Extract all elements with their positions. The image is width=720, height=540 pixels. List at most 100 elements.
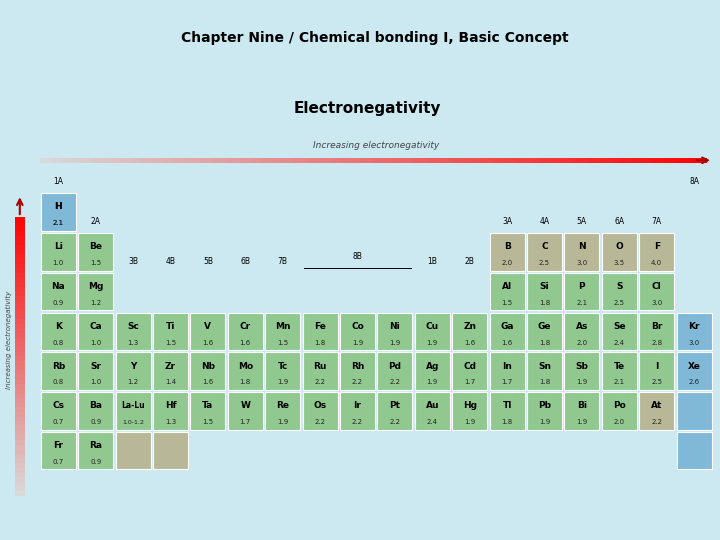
- Text: 2.0: 2.0: [613, 419, 625, 425]
- Text: Increasing electronegativity: Increasing electronegativity: [6, 291, 12, 389]
- Text: 1.7: 1.7: [240, 419, 251, 425]
- Text: 1.8: 1.8: [539, 340, 550, 346]
- Text: 3B: 3B: [128, 256, 138, 266]
- Text: As: As: [576, 322, 588, 330]
- Text: Kr: Kr: [688, 322, 700, 330]
- Bar: [452, 392, 487, 430]
- Text: 1.9: 1.9: [277, 379, 288, 386]
- Text: 1.6: 1.6: [464, 340, 475, 346]
- Text: Mg: Mg: [88, 282, 104, 291]
- Bar: [41, 193, 76, 231]
- Text: 1.7: 1.7: [501, 379, 513, 386]
- Bar: [639, 353, 674, 390]
- Text: 1.4: 1.4: [165, 379, 176, 386]
- Text: 5B: 5B: [203, 256, 213, 266]
- Text: 2.5: 2.5: [539, 260, 550, 266]
- Bar: [377, 392, 413, 430]
- Text: H: H: [55, 202, 62, 211]
- Text: Mo: Mo: [238, 361, 253, 370]
- Bar: [564, 392, 600, 430]
- Bar: [41, 273, 76, 310]
- Bar: [677, 392, 711, 430]
- Bar: [490, 353, 525, 390]
- Text: Po: Po: [613, 401, 626, 410]
- Bar: [78, 392, 113, 430]
- Text: 1.6: 1.6: [202, 340, 214, 346]
- Text: 2.1: 2.1: [613, 379, 625, 386]
- Bar: [527, 392, 562, 430]
- Text: 0.9: 0.9: [90, 419, 102, 425]
- Text: 1.5: 1.5: [165, 340, 176, 346]
- Text: Pd: Pd: [388, 361, 402, 370]
- Text: 1.8: 1.8: [539, 300, 550, 306]
- Text: Y: Y: [130, 361, 136, 370]
- Bar: [265, 392, 300, 430]
- Bar: [340, 353, 375, 390]
- Bar: [41, 233, 76, 271]
- Text: 4A: 4A: [539, 217, 549, 226]
- Text: Sc: Sc: [127, 322, 139, 330]
- Text: 0.8: 0.8: [53, 379, 64, 386]
- Text: S: S: [616, 282, 623, 291]
- Text: 4.0: 4.0: [651, 260, 662, 266]
- Text: 1.8: 1.8: [539, 379, 550, 386]
- Text: 2.2: 2.2: [651, 419, 662, 425]
- Text: 7B: 7B: [278, 256, 288, 266]
- Text: I: I: [655, 361, 658, 370]
- Bar: [452, 313, 487, 350]
- Bar: [340, 392, 375, 430]
- Text: 2.2: 2.2: [315, 419, 325, 425]
- Bar: [602, 353, 637, 390]
- Text: In: In: [502, 361, 512, 370]
- Text: 3.0: 3.0: [688, 340, 700, 346]
- Text: Te: Te: [613, 361, 625, 370]
- Text: Sn: Sn: [538, 361, 551, 370]
- Text: 1.9: 1.9: [352, 340, 363, 346]
- Text: Br: Br: [651, 322, 662, 330]
- Text: 1.5: 1.5: [277, 340, 288, 346]
- Text: 1.5: 1.5: [502, 300, 513, 306]
- Text: 1.3: 1.3: [127, 340, 139, 346]
- Text: Au: Au: [426, 401, 439, 410]
- Text: 2.4: 2.4: [613, 340, 625, 346]
- Text: 7A: 7A: [652, 217, 662, 226]
- Text: 1.0: 1.0: [53, 260, 64, 266]
- Text: 1B: 1B: [428, 256, 437, 266]
- Text: 2B: 2B: [465, 256, 474, 266]
- Text: Os: Os: [313, 401, 327, 410]
- Bar: [602, 392, 637, 430]
- Text: 1A: 1A: [53, 177, 63, 186]
- Text: 8B: 8B: [353, 252, 362, 261]
- Text: Cr: Cr: [240, 322, 251, 330]
- Bar: [527, 233, 562, 271]
- Text: 1.3: 1.3: [165, 419, 176, 425]
- Bar: [490, 273, 525, 310]
- Bar: [78, 273, 113, 310]
- Text: N: N: [578, 242, 585, 251]
- Text: 2.5: 2.5: [613, 300, 625, 306]
- Text: Electronegativity: Electronegativity: [294, 100, 441, 116]
- Text: Sb: Sb: [575, 361, 588, 370]
- Text: 2.2: 2.2: [352, 419, 363, 425]
- Bar: [490, 392, 525, 430]
- Bar: [564, 353, 600, 390]
- Bar: [115, 353, 150, 390]
- Text: 6B: 6B: [240, 256, 251, 266]
- Text: Tl: Tl: [503, 401, 512, 410]
- Text: O: O: [616, 242, 624, 251]
- Text: 1.0-1.2: 1.0-1.2: [122, 420, 144, 424]
- Bar: [41, 392, 76, 430]
- Text: Ra: Ra: [89, 441, 102, 450]
- Text: Ni: Ni: [390, 322, 400, 330]
- Text: 1.6: 1.6: [240, 340, 251, 346]
- Text: 2.2: 2.2: [390, 419, 400, 425]
- Text: Sr: Sr: [90, 361, 102, 370]
- Bar: [78, 313, 113, 350]
- Text: Nb: Nb: [201, 361, 215, 370]
- Text: 3A: 3A: [502, 217, 512, 226]
- Text: 1.9: 1.9: [464, 419, 475, 425]
- Text: Li: Li: [54, 242, 63, 251]
- Bar: [564, 233, 600, 271]
- Text: Ge: Ge: [538, 322, 552, 330]
- Text: 2.8: 2.8: [651, 340, 662, 346]
